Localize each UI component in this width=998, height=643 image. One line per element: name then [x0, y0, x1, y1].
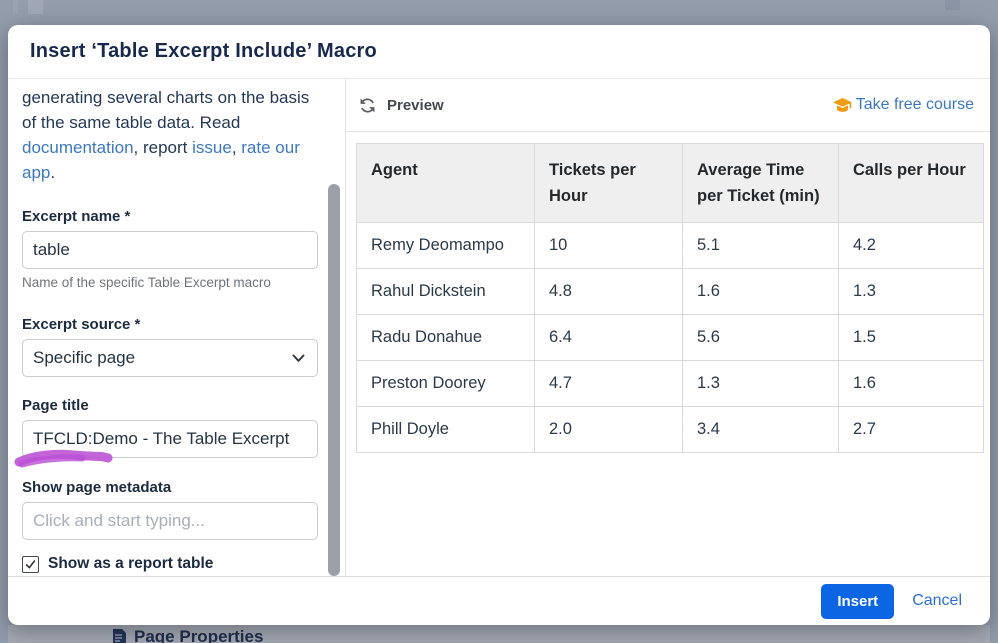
cell-agent: Remy Deomampo: [356, 222, 535, 269]
cell-tickets: 6.4: [534, 314, 683, 361]
dialog-header: Insert ‘Table Excerpt Include’ Macro: [8, 25, 990, 79]
column-header-tickets-per-hour: Tickets per Hour: [534, 143, 683, 223]
cell-avg-time: 3.4: [682, 406, 839, 453]
cell-avg-time: 1.6: [682, 268, 839, 315]
excerpt-source-label: Excerpt source *: [22, 316, 141, 333]
chevron-down-icon: [292, 354, 305, 362]
graduation-cap-icon: [832, 97, 852, 112]
table-row: Preston Doorey 4.7 1.3 1.6: [356, 360, 984, 407]
excerpt-name-help: Name of the specific Table Excerpt macro: [22, 275, 271, 290]
table-header-row: Agent Tickets per Hour Average Time per …: [356, 143, 984, 223]
dialog-footer: Insert Cancel: [8, 576, 990, 625]
report-table-label: Show as a report table: [48, 555, 214, 572]
excerpt-source-select[interactable]: Specific page: [22, 339, 318, 377]
page-metadata-label: Show page metadata: [22, 479, 172, 496]
background-page-fragment: [13, 0, 18, 14]
page-behind-modal: Page Properties: [8, 625, 990, 643]
table-row: Rahul Dickstein 4.8 1.6 1.3: [356, 268, 984, 315]
page-metadata-input[interactable]: [22, 502, 318, 540]
cell-calls: 1.3: [838, 268, 984, 315]
insert-macro-dialog: Insert ‘Table Excerpt Include’ Macro gen…: [8, 25, 990, 625]
cell-tickets: 2.0: [534, 406, 683, 453]
excerpt-source-value: Specific page: [33, 348, 136, 367]
cell-calls: 4.2: [838, 222, 984, 269]
preview-panel: Preview Take free course Agent: [345, 79, 990, 576]
page-title-label: Page title: [22, 397, 89, 414]
cancel-button[interactable]: Cancel: [912, 592, 962, 609]
cell-calls: 2.7: [838, 406, 984, 453]
preview-title: Preview: [387, 96, 444, 114]
description-text: , report: [133, 138, 193, 157]
preview-table: Agent Tickets per Hour Average Time per …: [356, 143, 984, 453]
excerpt-name-label: Excerpt name *: [22, 208, 131, 225]
cell-agent: Rahul Dickstein: [356, 268, 535, 315]
page-properties-heading: Page Properties: [112, 627, 990, 643]
column-header-calls-per-hour: Calls per Hour: [838, 143, 984, 223]
cell-agent: Preston Doorey: [356, 360, 535, 407]
take-free-course-link[interactable]: Take free course: [832, 96, 974, 114]
cell-calls: 1.5: [838, 314, 984, 361]
rate-app-link[interactable]: rate our app: [22, 138, 300, 182]
description-text: .: [50, 163, 56, 182]
take-free-course-label: Take free course: [855, 96, 974, 113]
macro-settings-panel: generating several charts on the basis o…: [8, 79, 345, 576]
dialog-title: Insert ‘Table Excerpt Include’ Macro: [30, 40, 377, 62]
description-text: generating several charts on the basis o…: [22, 88, 310, 132]
cell-agent: Phill Doyle: [356, 406, 535, 453]
column-header-average-time: Average Time per Ticket (min): [682, 143, 839, 223]
report-issue-link[interactable]: issue: [192, 138, 232, 157]
preview-header: Preview Take free course: [346, 79, 990, 132]
macro-description: generating several charts on the basis o…: [22, 85, 318, 185]
report-table-checkbox[interactable]: [22, 555, 39, 573]
cell-avg-time: 1.3: [682, 360, 839, 407]
cell-calls: 1.6: [838, 360, 984, 407]
refresh-icon[interactable]: [358, 96, 377, 115]
preview-table-area: Agent Tickets per Hour Average Time per …: [346, 132, 990, 464]
cell-agent: Radu Donahue: [356, 314, 535, 361]
table-row: Remy Deomampo 10 5.1 4.2: [356, 222, 984, 269]
table-row: Phill Doyle 2.0 3.4 2.7: [356, 406, 984, 453]
documentation-link[interactable]: documentation: [22, 138, 134, 157]
checkmark-icon: [25, 559, 36, 568]
excerpt-name-input[interactable]: [22, 231, 318, 269]
page-title-input[interactable]: [22, 420, 318, 458]
column-header-agent: Agent: [356, 143, 535, 223]
cell-tickets: 4.8: [534, 268, 683, 315]
table-row: Radu Donahue 6.4 5.6 1.5: [356, 314, 984, 361]
page-properties-label: Page Properties: [134, 627, 264, 643]
background-page-fragment: [28, 0, 43, 14]
description-text: ,: [231, 138, 242, 157]
cell-tickets: 4.7: [534, 360, 683, 407]
page-properties-icon: [113, 629, 126, 643]
left-panel-scrollbar[interactable]: [328, 184, 340, 576]
cell-avg-time: 5.6: [682, 314, 839, 361]
report-table-checkbox-row[interactable]: Show as a report table: [22, 555, 318, 573]
cell-tickets: 10: [534, 222, 683, 269]
background-page-fragment: [945, 0, 960, 10]
insert-button[interactable]: Insert: [821, 583, 895, 619]
cell-avg-time: 5.1: [682, 222, 839, 269]
